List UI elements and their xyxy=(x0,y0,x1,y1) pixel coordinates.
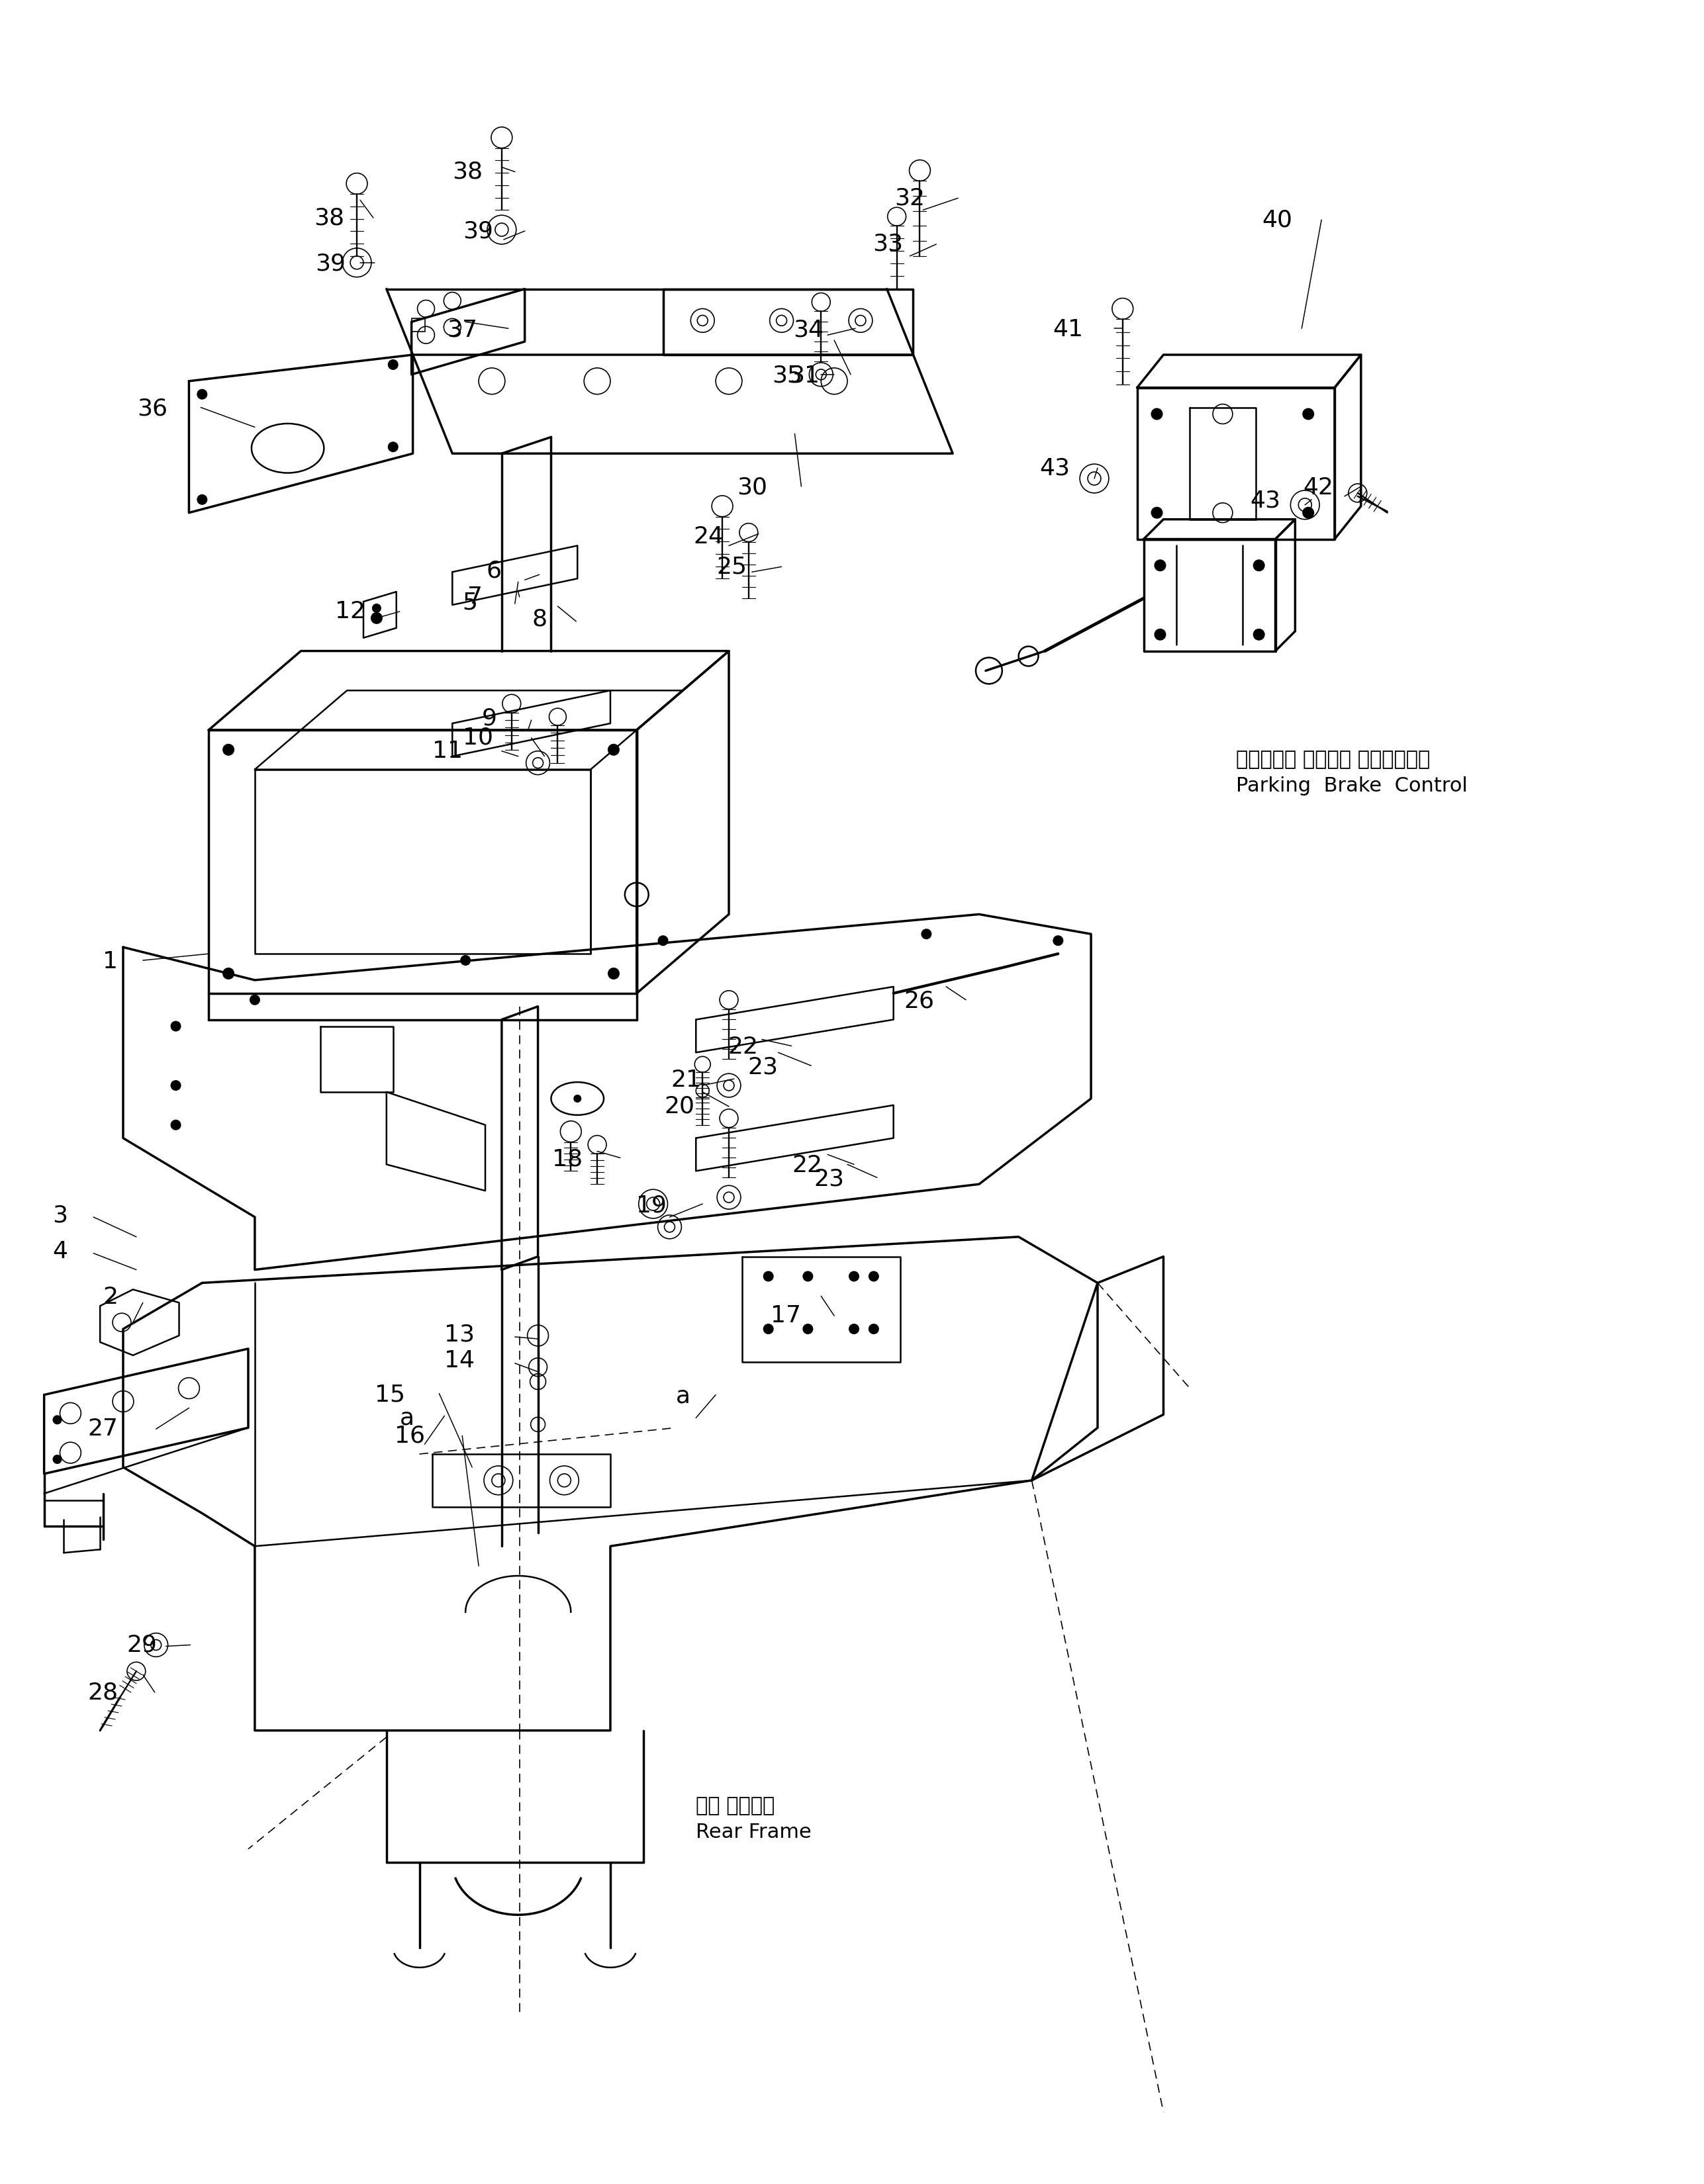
Circle shape xyxy=(198,496,206,505)
Text: ハーキング ブレーキ コントロール: ハーキング ブレーキ コントロール xyxy=(1235,749,1430,769)
Text: 8: 8 xyxy=(532,607,547,631)
Text: 7: 7 xyxy=(467,585,482,609)
Circle shape xyxy=(849,1271,859,1282)
Text: a: a xyxy=(399,1406,414,1428)
Circle shape xyxy=(1254,559,1264,570)
Text: 16: 16 xyxy=(394,1424,424,1446)
Circle shape xyxy=(1155,559,1166,570)
Circle shape xyxy=(250,996,259,1005)
Text: 40: 40 xyxy=(1263,207,1293,232)
Circle shape xyxy=(1304,507,1314,518)
Text: 22: 22 xyxy=(728,1035,758,1059)
Text: 31: 31 xyxy=(789,365,820,387)
Circle shape xyxy=(53,1455,61,1463)
Text: 20: 20 xyxy=(665,1094,695,1118)
Text: 1: 1 xyxy=(102,950,118,972)
Text: a: a xyxy=(676,1385,690,1406)
Circle shape xyxy=(1155,629,1166,640)
Circle shape xyxy=(1304,408,1314,419)
Circle shape xyxy=(223,745,233,756)
Circle shape xyxy=(803,1324,813,1334)
Circle shape xyxy=(170,1120,181,1129)
Circle shape xyxy=(1053,937,1063,946)
Circle shape xyxy=(170,1081,181,1090)
Circle shape xyxy=(170,1022,181,1031)
Text: 35: 35 xyxy=(772,365,803,387)
Bar xyxy=(411,319,424,332)
Text: 18: 18 xyxy=(552,1149,583,1171)
Text: Rear Frame: Rear Frame xyxy=(695,1824,811,1841)
Circle shape xyxy=(373,605,380,612)
Circle shape xyxy=(869,1271,878,1282)
Text: 14: 14 xyxy=(445,1350,475,1372)
Text: 37: 37 xyxy=(446,319,477,341)
Circle shape xyxy=(869,1324,878,1334)
Text: 32: 32 xyxy=(895,188,925,210)
Text: 15: 15 xyxy=(375,1382,406,1406)
Circle shape xyxy=(53,1415,61,1424)
Circle shape xyxy=(608,745,619,756)
Text: 19: 19 xyxy=(636,1195,666,1216)
Text: 13: 13 xyxy=(445,1324,475,1345)
Text: 43: 43 xyxy=(1039,456,1070,478)
Text: 21: 21 xyxy=(671,1068,702,1092)
Text: 11: 11 xyxy=(433,740,463,762)
Text: 36: 36 xyxy=(138,397,169,419)
Text: 43: 43 xyxy=(1251,489,1281,511)
Text: 5: 5 xyxy=(462,592,477,614)
Circle shape xyxy=(849,1324,859,1334)
Circle shape xyxy=(389,443,397,452)
Text: 33: 33 xyxy=(872,234,903,256)
Circle shape xyxy=(763,1271,774,1282)
Text: 2: 2 xyxy=(102,1286,118,1308)
Text: 23: 23 xyxy=(813,1168,843,1190)
Text: 38: 38 xyxy=(452,159,482,183)
Circle shape xyxy=(389,360,397,369)
Circle shape xyxy=(460,957,470,965)
Text: 34: 34 xyxy=(794,319,823,341)
Text: 39: 39 xyxy=(463,221,492,242)
Text: 24: 24 xyxy=(694,524,724,548)
Text: 28: 28 xyxy=(87,1682,118,1704)
Text: 10: 10 xyxy=(463,727,492,749)
Text: 25: 25 xyxy=(717,555,748,579)
Circle shape xyxy=(763,1324,774,1334)
Text: 26: 26 xyxy=(903,989,934,1013)
Text: 27: 27 xyxy=(87,1417,118,1439)
Circle shape xyxy=(198,389,206,400)
Circle shape xyxy=(658,937,668,946)
Circle shape xyxy=(922,930,930,939)
Text: 41: 41 xyxy=(1053,319,1084,341)
Text: Parking  Brake  Control: Parking Brake Control xyxy=(1235,775,1467,795)
Text: 30: 30 xyxy=(736,476,767,498)
Text: 4: 4 xyxy=(53,1241,68,1262)
Text: 39: 39 xyxy=(315,253,346,275)
Circle shape xyxy=(1152,507,1162,518)
Text: 42: 42 xyxy=(1304,476,1333,498)
Text: 12: 12 xyxy=(336,601,365,622)
Circle shape xyxy=(608,968,619,978)
Circle shape xyxy=(1152,408,1162,419)
Circle shape xyxy=(803,1271,813,1282)
Circle shape xyxy=(1254,629,1264,640)
Text: 9: 9 xyxy=(482,708,498,729)
Circle shape xyxy=(371,614,382,622)
Text: 6: 6 xyxy=(486,559,501,581)
Text: リヤ フレーム: リヤ フレーム xyxy=(695,1795,775,1815)
Text: 23: 23 xyxy=(748,1055,779,1079)
Circle shape xyxy=(223,968,233,978)
Text: 22: 22 xyxy=(792,1155,823,1177)
Text: 3: 3 xyxy=(53,1206,68,1227)
Text: 17: 17 xyxy=(770,1304,801,1328)
Text: 29: 29 xyxy=(128,1634,157,1655)
Text: 38: 38 xyxy=(314,207,344,229)
Circle shape xyxy=(574,1096,581,1103)
